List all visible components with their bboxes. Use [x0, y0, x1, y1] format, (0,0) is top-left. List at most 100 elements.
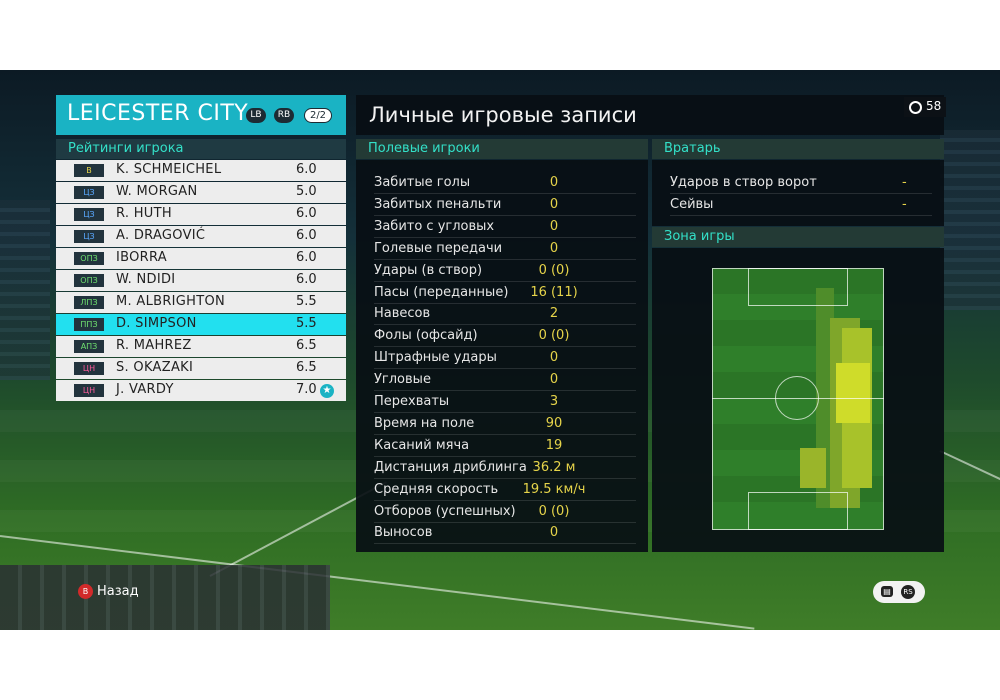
- field-players-stats: Забитые голы 0 Забитых пенальти 0 Забито с у…: [356, 160, 648, 552]
- stat-label: Дистанция дриблинга: [374, 459, 527, 475]
- player-list: В K. SCHMEICHEL 6.0 ЦЗ W. MORGAN 5.0 ЦЗ R. HUTH…: [56, 160, 346, 402]
- position-badge: ОПЗ: [74, 252, 104, 265]
- heat-zone: [836, 363, 870, 423]
- player-rating: 6.0: [296, 272, 317, 287]
- back-button[interactable]: Назад: [97, 584, 139, 599]
- stat-label: Средняя скорость: [374, 481, 499, 497]
- player-row[interactable]: АПЗ R. MAHREZ 6.5: [56, 336, 346, 357]
- position-badge: В: [74, 164, 104, 177]
- team-name: LEICESTER CITY: [67, 101, 249, 126]
- stat-value: 0: [549, 218, 559, 234]
- stat-label: Отборов (успешных): [374, 503, 516, 519]
- player-rating: 7.0: [296, 382, 317, 397]
- man-of-match-star-icon: ★: [320, 384, 334, 398]
- lb-button-icon[interactable]: LB: [246, 108, 266, 123]
- player-row[interactable]: ЦЗ A. DRAGOVIĆ 6.0: [56, 226, 346, 247]
- heatmap-pitch: [712, 268, 884, 530]
- gk-stat-label: Сейвы: [670, 197, 714, 212]
- gk-stat-label: Ударов в створ ворот: [670, 175, 817, 190]
- player-row[interactable]: ЛПЗ M. ALBRIGHTON 5.5: [56, 292, 346, 313]
- stat-value: 19: [545, 437, 563, 453]
- stat-value: 0: [549, 240, 559, 256]
- stat-value: 0: [549, 350, 559, 366]
- team-header: LEICESTER CITY LB RB 2/2: [56, 95, 346, 135]
- player-name: K. SCHMEICHEL: [116, 162, 222, 177]
- position-badge: ЦЗ: [74, 186, 104, 199]
- gk-stat-value: -: [902, 175, 907, 190]
- stat-row: Отборов (успешных) 0 (0): [374, 501, 636, 523]
- stat-label: Выносов: [374, 525, 433, 541]
- rs-button-icon[interactable]: RS: [901, 585, 915, 599]
- position-badge: ОПЗ: [74, 274, 104, 287]
- player-name: J. VARDY: [116, 382, 174, 397]
- stat-row: Пасы (переданные) 16 (11): [374, 282, 636, 304]
- player-row[interactable]: ОПЗ IBORRA 6.0: [56, 248, 346, 269]
- zone-title: Зона игры: [652, 227, 944, 247]
- page-title: Личные игровые записи: [369, 103, 637, 127]
- position-badge: ЦЗ: [74, 230, 104, 243]
- gk-stat-row: Ударов в створ ворот -: [670, 172, 932, 194]
- stadium-lights-right: [940, 130, 1000, 310]
- player-name: W. MORGAN: [116, 184, 198, 199]
- player-rating: 6.0: [296, 250, 317, 265]
- position-badge: ЦН: [74, 384, 104, 397]
- player-rating: 5.5: [296, 316, 317, 331]
- stat-label: Забитых пенальти: [374, 196, 502, 212]
- stat-row: Касаний мяча 19: [374, 435, 636, 457]
- player-rating: 6.0: [296, 206, 317, 221]
- stat-label: Угловые: [374, 372, 431, 388]
- stat-label: Забито с угловых: [374, 218, 495, 234]
- chat-icon[interactable]: ▤: [881, 586, 893, 597]
- page-indicator: 2/2: [304, 108, 332, 123]
- stat-value: 36.2 м: [532, 459, 576, 475]
- position-badge: ЦЗ: [74, 208, 104, 221]
- main-header: Личные игровые записи: [356, 95, 944, 135]
- stat-row: Выносов 0: [374, 522, 636, 545]
- timer-value: 58: [926, 99, 942, 113]
- b-button-icon[interactable]: B: [78, 584, 93, 599]
- player-row[interactable]: ППЗ D. SIMPSON 5.5: [56, 314, 346, 335]
- clock-icon: [909, 101, 922, 114]
- player-name: A. DRAGOVIĆ: [116, 228, 206, 243]
- advertising-boards: [0, 565, 330, 630]
- stat-row: Угловые 0: [374, 369, 636, 392]
- player-row[interactable]: ОПЗ W. NDIDI 6.0: [56, 270, 346, 291]
- stat-row: Дистанция дриблинга 36.2 м: [374, 457, 636, 479]
- stat-value: 19.5 км/ч: [522, 481, 586, 497]
- stat-label: Фолы (офсайд): [374, 328, 478, 344]
- stat-value: 2: [549, 306, 559, 322]
- rb-button-icon[interactable]: RB: [274, 108, 294, 123]
- view-controls[interactable]: ▤ RS: [873, 581, 925, 603]
- player-rating: 6.0: [296, 228, 317, 243]
- player-rating: 6.5: [296, 360, 317, 375]
- player-rating: 6.0: [296, 162, 317, 177]
- stat-label: Пасы (переданные): [374, 284, 509, 300]
- stat-row: Перехваты 3: [374, 391, 636, 413]
- stat-label: Голевые передачи: [374, 240, 503, 256]
- player-rating: 5.5: [296, 294, 317, 309]
- position-badge: ППЗ: [74, 318, 104, 331]
- stat-row: Голевые передачи 0: [374, 238, 636, 260]
- player-name: IBORRA: [116, 250, 167, 265]
- player-row[interactable]: ЦЗ R. HUTH 6.0: [56, 204, 346, 225]
- player-row[interactable]: В K. SCHMEICHEL 6.0: [56, 160, 346, 181]
- stat-value: 0 (0): [538, 262, 570, 278]
- stat-value: 0 (0): [538, 503, 570, 519]
- player-row[interactable]: ЦН S. OKAZAKI 6.5: [56, 358, 346, 379]
- match-timer: 58: [904, 97, 946, 117]
- gk-stat-value: -: [902, 197, 907, 212]
- ratings-title: Рейтинги игрока: [56, 139, 346, 159]
- player-rating: 5.0: [296, 184, 317, 199]
- player-name: M. ALBRIGHTON: [116, 294, 226, 309]
- penalty-box-bottom: [748, 492, 848, 530]
- stat-value: 0: [549, 196, 559, 212]
- penalty-box-top: [748, 268, 848, 306]
- heat-zone: [800, 448, 826, 488]
- position-badge: ЛПЗ: [74, 296, 104, 309]
- stat-row: Штрафные удары 0: [374, 347, 636, 370]
- stat-label: Касаний мяча: [374, 437, 470, 453]
- player-name: D. SIMPSON: [116, 316, 197, 331]
- player-row[interactable]: ЦЗ W. MORGAN 5.0: [56, 182, 346, 203]
- player-row[interactable]: ЦН J. VARDY 7.0 ★: [56, 380, 346, 401]
- field-players-title: Полевые игроки: [356, 139, 648, 159]
